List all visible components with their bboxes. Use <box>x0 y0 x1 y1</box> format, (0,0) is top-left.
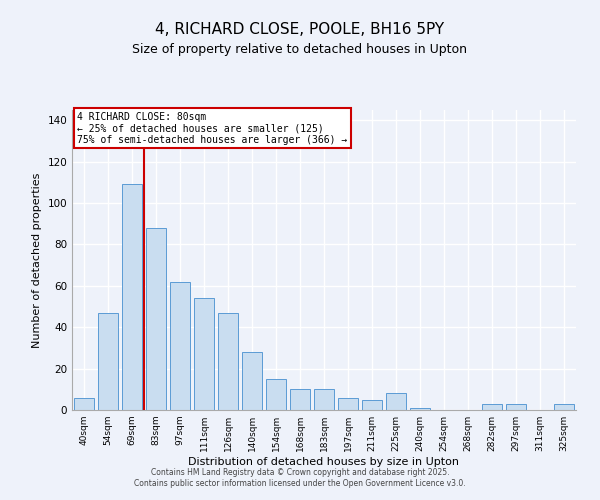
Bar <box>290 390 310 410</box>
Bar <box>386 394 406 410</box>
Bar <box>338 398 358 410</box>
Text: Size of property relative to detached houses in Upton: Size of property relative to detached ho… <box>133 42 467 56</box>
Bar <box>362 400 382 410</box>
Bar <box>170 282 190 410</box>
Bar <box>242 352 262 410</box>
Bar <box>146 228 166 410</box>
Bar <box>194 298 214 410</box>
Y-axis label: Number of detached properties: Number of detached properties <box>32 172 42 348</box>
Text: 4 RICHARD CLOSE: 80sqm
← 25% of detached houses are smaller (125)
75% of semi-de: 4 RICHARD CLOSE: 80sqm ← 25% of detached… <box>77 112 347 144</box>
Bar <box>506 404 526 410</box>
Bar <box>218 313 238 410</box>
Bar <box>74 398 94 410</box>
Bar <box>122 184 142 410</box>
Text: Contains HM Land Registry data © Crown copyright and database right 2025.
Contai: Contains HM Land Registry data © Crown c… <box>134 468 466 487</box>
Bar <box>314 390 334 410</box>
Bar <box>482 404 502 410</box>
Text: 4, RICHARD CLOSE, POOLE, BH16 5PY: 4, RICHARD CLOSE, POOLE, BH16 5PY <box>155 22 445 38</box>
Bar <box>266 379 286 410</box>
Bar <box>98 313 118 410</box>
Bar <box>554 404 574 410</box>
X-axis label: Distribution of detached houses by size in Upton: Distribution of detached houses by size … <box>188 457 460 467</box>
Bar <box>410 408 430 410</box>
